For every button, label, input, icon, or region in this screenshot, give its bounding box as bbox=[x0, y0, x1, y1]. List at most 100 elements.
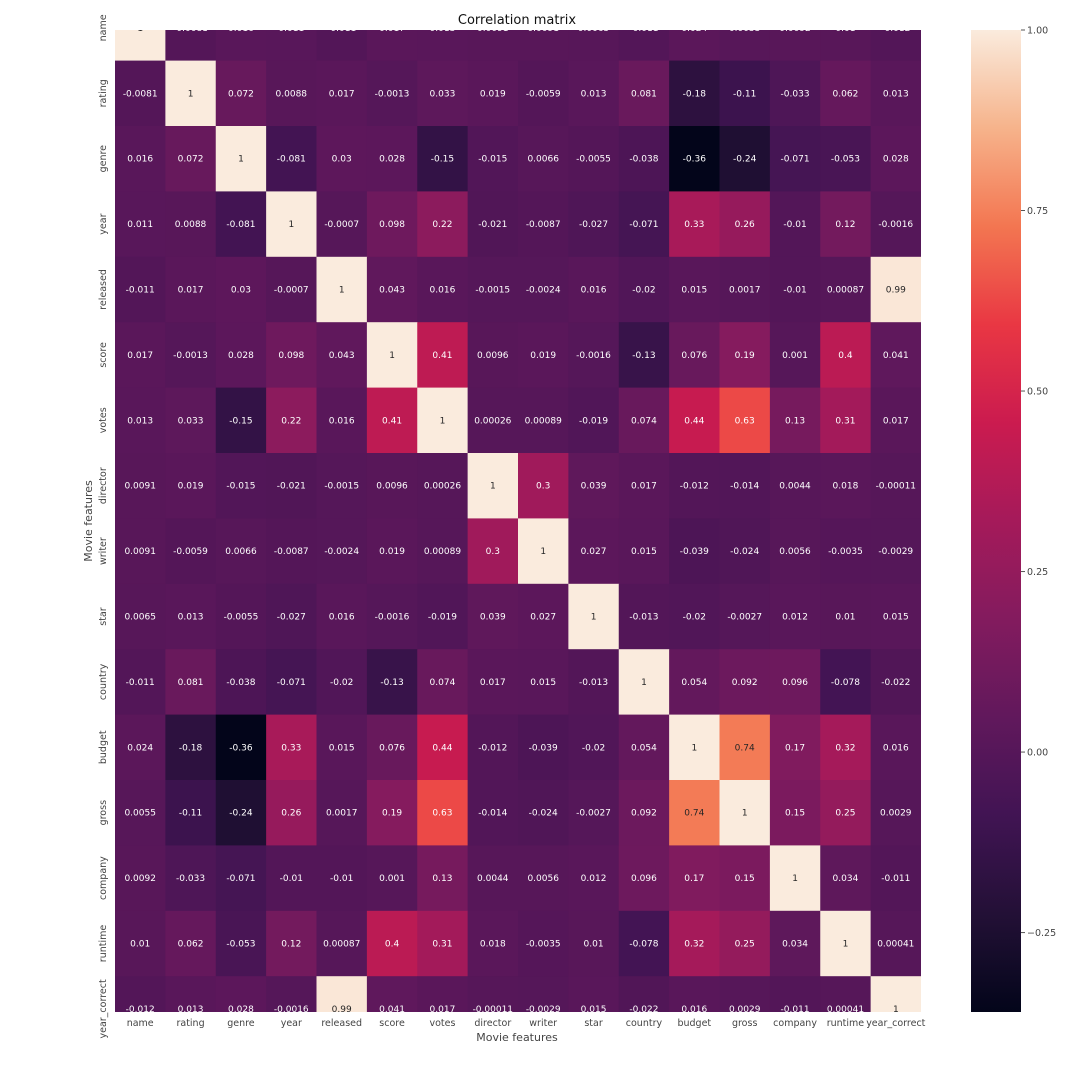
y-tick-label: genre bbox=[98, 145, 109, 173]
heatmap-cell bbox=[417, 714, 469, 781]
cell-value-label: 0.016 bbox=[430, 286, 456, 296]
cell-value-label: -0.021 bbox=[277, 482, 306, 492]
heatmap-cell bbox=[618, 126, 670, 192]
heatmap-cell bbox=[769, 256, 821, 323]
cell-value-label: 0.13 bbox=[785, 416, 805, 426]
cell-value-label: 0.0044 bbox=[477, 874, 509, 884]
heatmap-cell bbox=[719, 387, 771, 454]
heatmap-cell bbox=[266, 714, 317, 781]
heatmap-cell bbox=[165, 453, 217, 519]
heatmap-cell bbox=[417, 60, 469, 127]
heatmap-cell bbox=[115, 126, 166, 192]
cell-value-label: 1 bbox=[188, 89, 194, 99]
heatmap-cell bbox=[820, 30, 872, 62]
heatmap-cell bbox=[568, 649, 620, 715]
heatmap-cell bbox=[215, 845, 267, 912]
cell-value-label: 0.041 bbox=[379, 1005, 405, 1015]
cell-value-label: -0.02 bbox=[582, 743, 605, 753]
cell-value-label: -0.053 bbox=[831, 155, 860, 165]
cell-value-label: 0.17 bbox=[684, 874, 704, 884]
heatmap-cell bbox=[115, 191, 166, 258]
cell-value-label: -0.0055 bbox=[576, 155, 611, 165]
cell-value-label: -0.011 bbox=[327, 24, 356, 34]
cell-value-label: 0.013 bbox=[581, 89, 607, 99]
heatmap-cell bbox=[769, 453, 821, 519]
heatmap-cell bbox=[518, 256, 569, 323]
heatmap-cell bbox=[215, 387, 267, 454]
heatmap-cell bbox=[769, 649, 821, 715]
heatmap-cell bbox=[618, 387, 670, 454]
heatmap-cell bbox=[266, 191, 317, 258]
cell-value-label: -0.039 bbox=[529, 743, 558, 753]
heatmap-cell bbox=[518, 453, 569, 519]
cell-value-label: -0.0016 bbox=[274, 1005, 309, 1015]
heatmap-cell bbox=[568, 126, 620, 192]
heatmap-cell bbox=[870, 583, 921, 650]
heatmap-cell bbox=[266, 976, 317, 1012]
heatmap-cell bbox=[366, 976, 418, 1012]
cell-value-label: -0.014 bbox=[730, 482, 759, 492]
heatmap-cell bbox=[316, 649, 368, 715]
heatmap-cell bbox=[769, 30, 821, 62]
heatmap-cell bbox=[820, 126, 872, 192]
cell-value-label: 0.0056 bbox=[527, 874, 559, 884]
cell-value-label: -0.18 bbox=[683, 89, 707, 99]
cell-value-label: -0.0029 bbox=[526, 1005, 561, 1015]
heatmap-cell bbox=[165, 910, 217, 977]
heatmap-cell bbox=[165, 976, 217, 1012]
cell-value-label: 0.0088 bbox=[276, 89, 308, 99]
heatmap-cell bbox=[417, 910, 469, 977]
heatmap-cell bbox=[719, 256, 771, 323]
cell-value-label: 0.098 bbox=[278, 351, 304, 361]
cell-value-label: 0.74 bbox=[684, 809, 704, 819]
cell-value-label: 0.001 bbox=[782, 351, 808, 361]
heatmap-cell bbox=[568, 714, 620, 781]
cell-value-label: 0.25 bbox=[735, 940, 755, 950]
cell-value-label: -0.0015 bbox=[475, 286, 510, 296]
cell-value-label: 0.63 bbox=[432, 809, 452, 819]
heatmap-cell bbox=[366, 910, 418, 977]
cell-value-label: 0.096 bbox=[631, 874, 657, 884]
heatmap-cell bbox=[417, 256, 469, 323]
heatmap-cell bbox=[618, 322, 670, 388]
cell-value-label: 1 bbox=[742, 809, 748, 819]
heatmap-cell bbox=[266, 60, 317, 127]
cell-value-label: -0.081 bbox=[277, 155, 306, 165]
heatmap-cell bbox=[769, 518, 821, 585]
heatmap-cell bbox=[820, 780, 872, 846]
cell-value-label: -0.033 bbox=[781, 89, 810, 99]
heatmap-cells: 1 -0.0081 0.016 0.011 -0.011 0.017 0.013 0.0091… bbox=[115, 24, 921, 1015]
cell-value-label: 0.25 bbox=[835, 809, 855, 819]
heatmap-cell bbox=[518, 910, 569, 977]
heatmap-cell bbox=[417, 518, 469, 585]
heatmap-cell bbox=[769, 60, 821, 127]
heatmap-cell bbox=[366, 387, 418, 454]
heatmap-cell bbox=[467, 322, 519, 388]
cell-value-label: 0.028 bbox=[379, 155, 405, 165]
cell-value-label: 0.01 bbox=[835, 613, 855, 623]
heatmap-cell bbox=[417, 649, 469, 715]
heatmap-cell bbox=[769, 910, 821, 977]
heatmap-cell bbox=[669, 191, 720, 258]
cell-value-label: 0.043 bbox=[379, 286, 405, 296]
heatmap-cell bbox=[618, 60, 670, 127]
heatmap-cell bbox=[316, 845, 368, 912]
cell-value-label: 0.019 bbox=[178, 482, 204, 492]
cell-value-label: -0.13 bbox=[380, 678, 403, 688]
cell-value-label: 0.15 bbox=[785, 809, 805, 819]
heatmap-cell bbox=[266, 845, 317, 912]
heatmap-cell bbox=[165, 518, 217, 585]
cell-value-label: -0.13 bbox=[632, 351, 655, 361]
heatmap-cell bbox=[417, 845, 469, 912]
heatmap-cell bbox=[669, 845, 720, 912]
heatmap-cell bbox=[215, 191, 267, 258]
colorbar-tick-label: 0.75 bbox=[1027, 206, 1048, 217]
x-tick-label: score bbox=[379, 1018, 405, 1029]
cell-value-label: -0.0035 bbox=[828, 547, 863, 557]
cell-value-label: 0.017 bbox=[631, 482, 657, 492]
cell-value-label: 0.024 bbox=[127, 743, 153, 753]
cell-value-label: -0.01 bbox=[783, 286, 806, 296]
cell-value-label: 0.12 bbox=[835, 220, 855, 230]
cell-value-label: 0.74 bbox=[735, 743, 755, 753]
y-tick-label: runtime bbox=[98, 925, 109, 963]
